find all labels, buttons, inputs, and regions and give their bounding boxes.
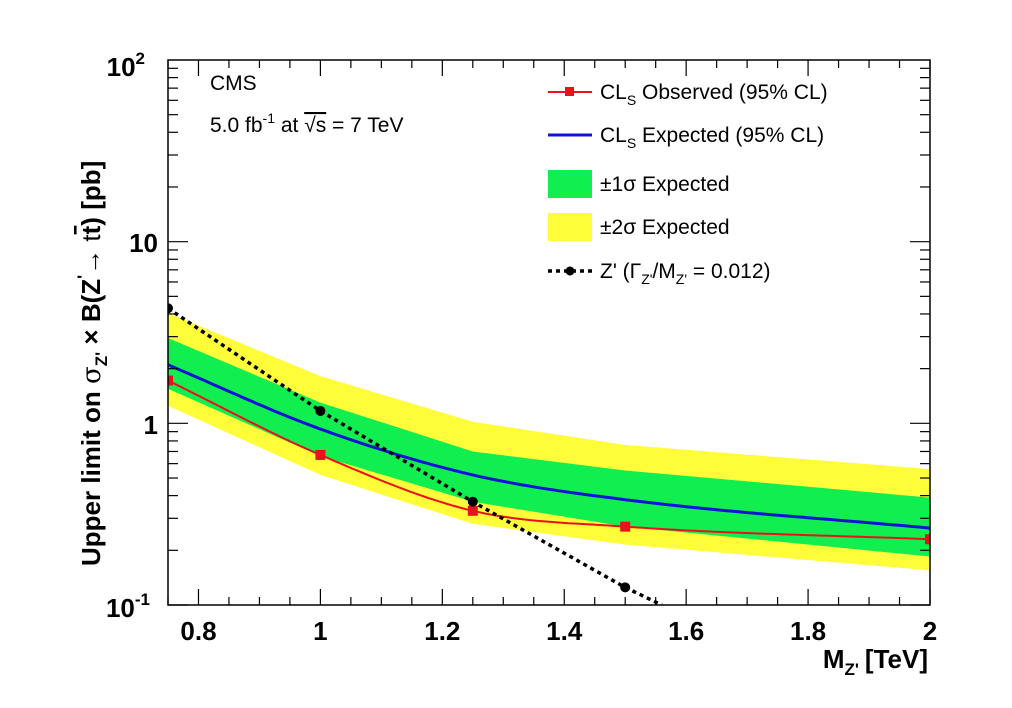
band-1sigma <box>168 338 930 557</box>
legend: CLS Observed (95% CL) CLS Expected (95% … <box>548 81 828 287</box>
ytick-label-100: 102 <box>107 49 145 82</box>
legend-zprime-marker <box>565 266 575 276</box>
axis-ticks <box>167 60 931 606</box>
observed-point <box>315 449 326 460</box>
x-axis-label: MZ' [TeV] <box>823 644 928 679</box>
xtick-label: 1 <box>313 616 327 646</box>
xtick-label: 2 <box>923 616 937 646</box>
expected-limit-line <box>168 363 930 530</box>
observed-markers <box>168 375 930 545</box>
x-tick-labels: 0.8 1 1.2 1.4 1.6 1.8 2 <box>180 616 937 646</box>
xtick-label: 1.4 <box>546 616 583 646</box>
legend-observed-marker <box>565 87 574 96</box>
zprime-point <box>168 303 173 314</box>
legend-band2-swatch <box>548 213 592 241</box>
legend-zprime-label: Z' (ΓZ'/MZ' = 0.012) <box>600 260 771 287</box>
legend-band1-swatch <box>548 170 592 198</box>
observed-point <box>467 505 478 516</box>
legend-entry-band2: ±2σ Expected <box>548 213 730 241</box>
xtick-label: 0.8 <box>180 616 216 646</box>
xtick-label: 1.6 <box>668 616 704 646</box>
xtick-label: 1.2 <box>424 616 460 646</box>
legend-observed-label: CLS Observed (95% CL) <box>600 81 828 108</box>
legend-entry-expected: CLS Expected (95% CL) <box>548 124 824 151</box>
observed-point <box>620 521 631 532</box>
ytick-label-10: 10 <box>129 228 158 258</box>
legend-entry-band1: ±1σ Expected <box>548 170 730 198</box>
legend-expected-label: CLS Expected (95% CL) <box>600 124 824 151</box>
legend-entry-observed: CLS Observed (95% CL) <box>548 81 828 108</box>
plot-frame <box>167 59 931 606</box>
observed-point <box>168 375 173 386</box>
xtick-label: 1.8 <box>790 616 826 646</box>
zprime-point <box>315 405 326 416</box>
ytick-label-0.1: 10-1 <box>106 590 150 623</box>
observed-point <box>925 534 930 545</box>
ytick-label-1: 1 <box>144 410 158 440</box>
y-axis-label: Upper limit on σZ' × B(Z'→ tt) [pb] <box>74 161 111 566</box>
theory-markers <box>168 303 631 593</box>
zprime-point <box>620 582 631 593</box>
legend-band1-label: ±1σ Expected <box>600 173 730 196</box>
luminosity-label: 5.0 fb-1 at √s = 7 TeV <box>210 110 403 137</box>
legend-band2-label: ±2σ Expected <box>600 216 730 239</box>
experiment-label: CMS <box>210 72 257 95</box>
legend-entry-zprime: Z' (ΓZ'/MZ' = 0.012) <box>548 260 771 287</box>
zprime-point <box>467 496 478 507</box>
observed-limit-line <box>168 379 930 541</box>
